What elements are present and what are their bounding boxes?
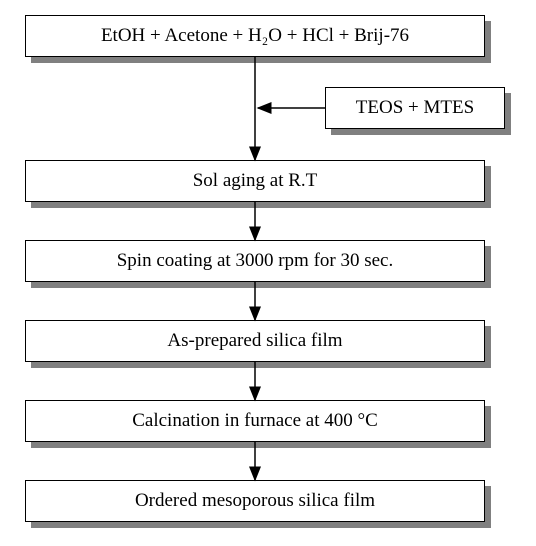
flow-box-ingredients: EtOH + Acetone + H₂O + HCl + Brij-76 (25, 15, 485, 57)
flow-box-aging: Sol aging at R.T (25, 160, 485, 202)
flow-box-ordered: Ordered mesoporous silica film (25, 480, 485, 522)
flow-box-teos: TEOS + MTES (325, 87, 505, 129)
flow-box-asprepared: As-prepared silica film (25, 320, 485, 362)
flow-box-calcination: Calcination in furnace at 400 °C (25, 400, 485, 442)
flow-box-spin: Spin coating at 3000 rpm for 30 sec. (25, 240, 485, 282)
